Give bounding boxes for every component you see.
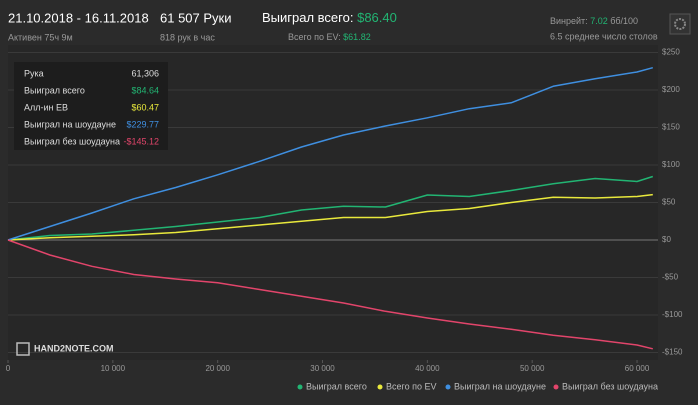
date-range: 21.10.2018 - 16.11.2018 <box>8 10 149 25</box>
tooltip-label: Алл-ин EB <box>24 102 68 112</box>
y-tick-label: $200 <box>662 85 680 94</box>
legend-label: Выиграл всего <box>306 381 367 391</box>
active-time: Активен 75ч 9м <box>8 32 73 42</box>
ev-total-label: Всего по EV: <box>288 32 341 42</box>
x-tick-label: 10 000 <box>101 364 126 373</box>
logo-icon <box>16 342 30 356</box>
legend-label: Всего по EV <box>386 381 436 391</box>
won-total-label: Выиграл всего: <box>262 10 353 25</box>
legend-marker <box>445 384 451 390</box>
series-line <box>7 175 654 241</box>
series-line <box>7 239 653 350</box>
logo-text: HAND2NOTE.COM <box>34 343 114 353</box>
tooltip-value: 61,306 <box>131 68 159 78</box>
legend-marker <box>553 384 559 390</box>
won-total: Выиграл всего: $86.40 <box>262 10 397 25</box>
grid: -$150 -$100 -$50 $0 $50 $100 $150 $200 $250 0 10 0… <box>6 48 683 374</box>
y-tick-label: -$50 <box>662 273 679 282</box>
y-tick-label: $250 <box>662 48 680 57</box>
y-tick-label: -$150 <box>662 348 683 357</box>
series-line <box>7 193 653 241</box>
ev-total: Всего по EV: $61.82 <box>288 32 371 42</box>
x-tick-label: 50 000 <box>520 364 545 373</box>
legend-marker <box>297 384 303 390</box>
hands: 61 507 Руки <box>160 10 232 25</box>
settings-frame[interactable] <box>669 13 691 35</box>
won-total-value: $86.40 <box>357 10 397 25</box>
tooltip-value: $84.64 <box>131 85 159 95</box>
tooltip-value: $229.77 <box>126 119 159 129</box>
y-tick-label: $150 <box>662 123 680 132</box>
tooltip-rows: Рука 61,306 Выиграл всего $84.64 Алл-ин EB $6… <box>24 68 159 146</box>
settings-button[interactable] <box>669 13 691 35</box>
tooltip-label: Рука <box>24 68 44 78</box>
tooltip-value: $60.47 <box>131 102 159 112</box>
legend-label: Выиграл на шоудауне <box>454 381 546 391</box>
winrate-value: 7.02 <box>590 16 608 26</box>
winrate-label: Винрейт: <box>550 16 588 26</box>
legend: Выиграл всего Всего по EV Выиграл на шоуда… <box>297 381 658 391</box>
y-tick-label: $100 <box>662 160 680 169</box>
y-tick-label: $0 <box>662 235 671 244</box>
winrate-unit: бб/100 <box>610 16 638 26</box>
ev-total-value: $61.82 <box>343 32 371 42</box>
tooltip-label: Выиграл всего <box>24 85 85 95</box>
winrate: Винрейт: 7.02 бб/100 <box>550 16 638 26</box>
legend-label: Выиграл без шоудауна <box>562 381 658 391</box>
hands-per-hour: 818 рук в час <box>160 32 215 42</box>
x-tick-label: 60 000 <box>625 364 650 373</box>
x-tick-label: 40 000 <box>415 364 440 373</box>
tooltip-label: Выиграл без шоудауна <box>24 136 120 146</box>
x-tick-label: 30 000 <box>310 364 335 373</box>
tooltip-value: -$145.12 <box>123 136 159 146</box>
gear-icon[interactable] <box>674 18 686 30</box>
series-line <box>7 66 653 241</box>
y-tick-label: -$100 <box>662 310 683 319</box>
tooltip-label: Выиграл на шоудауне <box>24 119 116 129</box>
legend-marker <box>377 384 383 390</box>
avg-tables: 6.5 среднее число столов <box>550 31 658 41</box>
tooltip <box>14 62 168 150</box>
x-tick-label: 20 000 <box>205 364 230 373</box>
lines <box>7 66 654 350</box>
y-tick-label: $50 <box>662 198 676 207</box>
x-tick-label: 0 <box>6 364 11 373</box>
